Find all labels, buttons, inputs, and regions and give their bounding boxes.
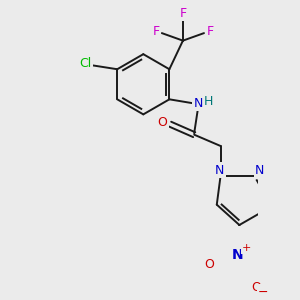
Text: F: F (206, 25, 214, 38)
Text: O: O (204, 258, 214, 271)
Text: −: − (258, 286, 269, 298)
Text: N: N (255, 164, 264, 177)
Text: Cl: Cl (80, 57, 92, 70)
Text: F: F (179, 7, 187, 20)
Text: O: O (158, 116, 167, 129)
Text: O: O (251, 281, 261, 294)
Text: N: N (215, 164, 224, 177)
Text: +: + (242, 243, 252, 253)
Text: F: F (152, 25, 159, 38)
Text: N: N (232, 248, 244, 262)
Text: H: H (204, 95, 213, 108)
Text: N: N (193, 97, 203, 110)
